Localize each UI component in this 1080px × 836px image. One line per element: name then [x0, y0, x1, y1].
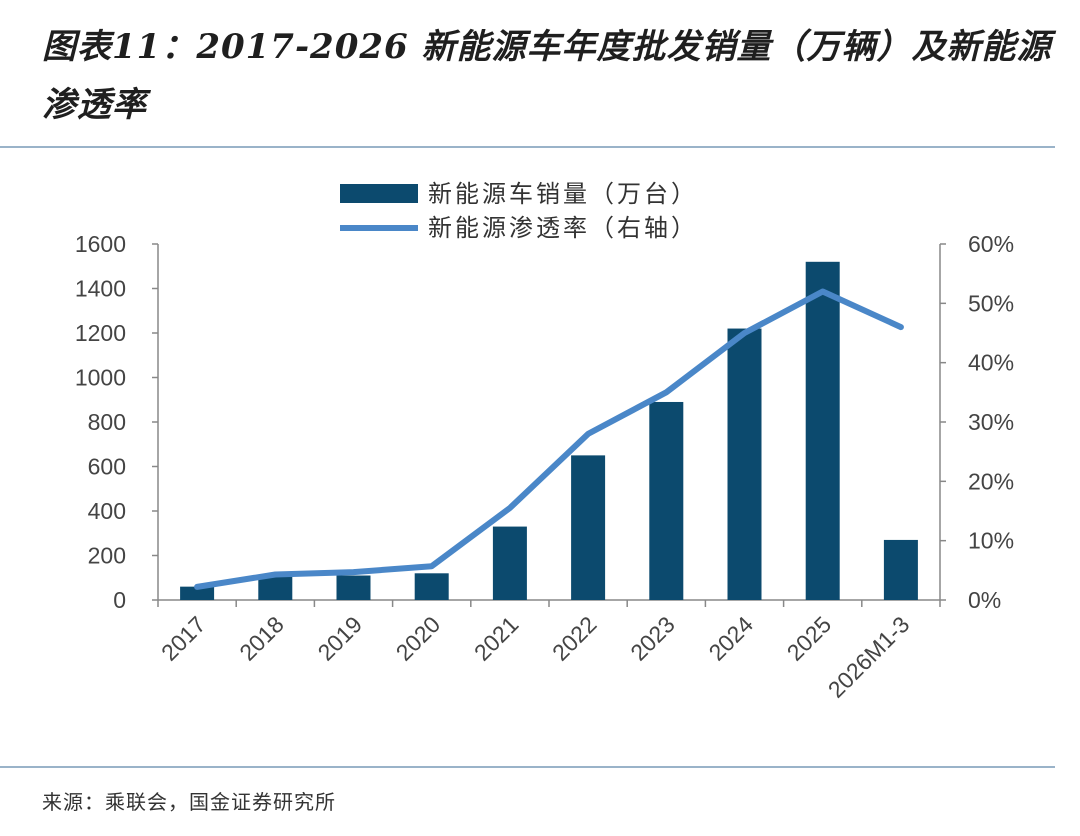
left-tick-label: 1200: [75, 320, 126, 346]
legend-line-label: 新能源渗透率（右轴）: [428, 214, 698, 242]
x-tick-label: 2022: [547, 611, 602, 666]
left-tick-label: 400: [88, 498, 126, 524]
left-tick-label: 1400: [75, 276, 126, 302]
footer-divider: [0, 766, 1055, 768]
x-tick-label: 2017: [156, 611, 211, 666]
bar: [414, 573, 449, 600]
x-tick-label: 2023: [625, 611, 680, 666]
left-tick-label: 200: [88, 543, 126, 569]
legend: 新能源车销量（万台） 新能源渗透率（右轴）: [340, 180, 698, 242]
bar: [727, 328, 762, 600]
right-tick-label: 60%: [968, 231, 1014, 257]
x-tick-label: 2020: [391, 611, 446, 666]
right-tick-label: 40%: [968, 350, 1014, 376]
chart: 新能源车销量（万台） 新能源渗透率（右轴） 0 200 400 600 800 1000 1…: [75, 180, 1014, 703]
left-tick-label: 1000: [75, 365, 126, 391]
bar: [258, 575, 293, 600]
x-tick-label: 2026M1-3: [823, 611, 915, 703]
x-tick-label: 2024: [703, 611, 758, 666]
legend-bar-label: 新能源车销量（万台）: [428, 180, 698, 208]
x-tick-label: 2025: [782, 611, 837, 666]
chart-title: 图表11：2017-2026 新能源车年度批发销量（万辆）及新能源渗透率: [42, 27, 1052, 125]
plot-area: 0 200 400 600 800 1000 1200 1400 1600 0% 10% 20% 30%…: [75, 231, 1014, 703]
x-tick-label: 2018: [234, 611, 289, 666]
left-tick-label: 1600: [75, 231, 126, 257]
left-tick-label: 800: [88, 409, 126, 435]
x-tick-label: 2019: [312, 611, 367, 666]
source-note: 来源：乘联会，国金证券研究所: [42, 790, 336, 814]
bar: [180, 586, 215, 600]
right-tick-label: 10%: [968, 528, 1014, 554]
left-tick-label: 0: [113, 587, 126, 613]
left-tick-label: 600: [88, 454, 126, 480]
x-tick-label: 2021: [469, 611, 524, 666]
right-tick-label: 20%: [968, 468, 1014, 494]
penetration-line: [194, 288, 904, 590]
bar: [883, 539, 918, 600]
right-tick-label: 30%: [968, 409, 1014, 435]
legend-bar-swatch: [340, 184, 418, 203]
bar: [571, 455, 606, 600]
bar: [649, 401, 684, 600]
right-tick-label: 0%: [968, 587, 1001, 613]
bar: [492, 526, 527, 600]
bar: [805, 261, 840, 600]
bar: [336, 575, 371, 600]
title-divider: [0, 146, 1055, 148]
right-tick-label: 50%: [968, 290, 1014, 316]
